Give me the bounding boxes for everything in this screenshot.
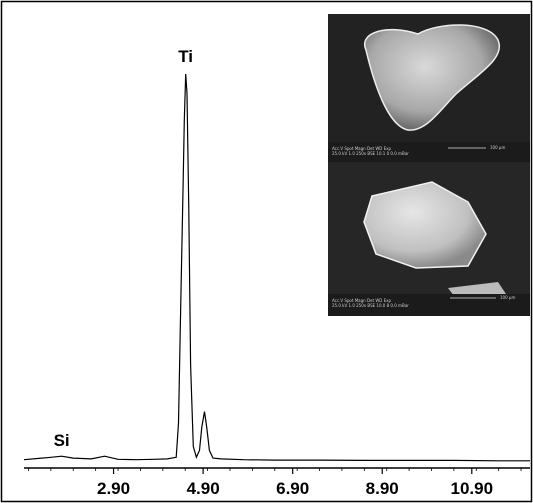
x-tick-label-4: 10.90: [451, 479, 494, 498]
inset-top-scalebar-label: 100 µm: [490, 145, 505, 150]
inset-top-caption-line1: Acc.V Spot Magn Det WD Exp: [332, 146, 392, 151]
inset-bottom-caption-line2: 25.0 kV 1.0 250x BSE 10.0 8 0.0 mBar: [332, 303, 409, 308]
x-tick-label-1: 4.90: [187, 479, 220, 498]
grain-shape-top: [363, 24, 501, 131]
x-tick-label-0: 2.90: [97, 479, 130, 498]
x-tick-label-2: 6.90: [276, 479, 309, 498]
spectrum-series-line: [23, 73, 530, 462]
x-tick-label-3: 8.90: [366, 479, 399, 498]
grain-image-top: Acc.V Spot Magn Det WD Exp 25.0 kV 1.0 2…: [328, 14, 530, 162]
grain-fragment: [448, 282, 506, 296]
inset-micrograph-bottom: Acc.V Spot Magn Det WD Exp 25.0 kV 1.0 2…: [328, 162, 530, 316]
grain-image-bottom: Acc.V Spot Magn Det WD Exp 25.0 kV 1.0 2…: [328, 162, 530, 316]
inset-top-caption-line2: 25.0 kV 1.0 250x BSE 10.1 0 0.0 mBar: [332, 151, 409, 156]
peak-label-si: Si: [54, 431, 70, 450]
grain-shape-bottom: [363, 181, 487, 269]
inset-bottom-caption-line1: Acc.V Spot Magn Det WD Exp: [332, 298, 392, 303]
peak-labels: Si Ti: [54, 47, 193, 450]
inset-micrograph-top: Acc.V Spot Magn Det WD Exp 25.0 kV 1.0 2…: [328, 14, 530, 162]
peak-label-ti: Ti: [178, 47, 193, 66]
inset-bottom-scalebar-label: 100 µm: [500, 295, 515, 300]
x-tick-labels: 2.90 4.90 6.90 8.90 10.90: [97, 479, 493, 498]
x-axis-ticks: [28, 468, 522, 474]
